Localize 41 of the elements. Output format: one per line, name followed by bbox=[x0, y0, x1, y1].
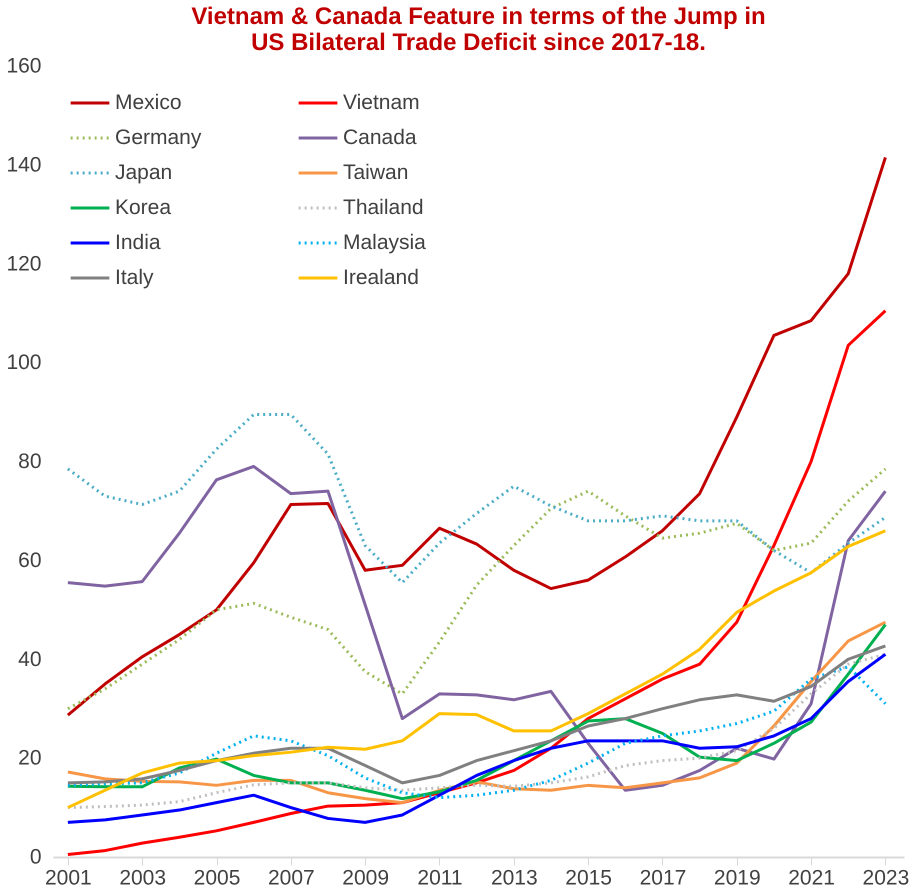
y-tick-label: 140 bbox=[6, 153, 42, 176]
legend-label: Germany bbox=[115, 126, 202, 149]
x-tick-label: 2013 bbox=[490, 866, 538, 890]
x-tick-label: 2003 bbox=[119, 866, 166, 890]
legend-label: Mexico bbox=[115, 91, 182, 114]
x-tick-label: 2023 bbox=[862, 866, 910, 890]
y-tick-label: 100 bbox=[6, 351, 42, 374]
line-series bbox=[66, 529, 887, 810]
x-tick-label: 2009 bbox=[342, 866, 390, 890]
x-tick-label: 2001 bbox=[45, 866, 92, 890]
legend-label: Malaysia bbox=[343, 231, 426, 254]
x-tick-label: 2015 bbox=[565, 866, 612, 890]
x-tick-label: 2007 bbox=[268, 866, 315, 890]
legend-label: Italy bbox=[115, 266, 154, 289]
legend-label: Thailand bbox=[343, 196, 424, 219]
y-tick-label: 0 bbox=[30, 846, 42, 868]
y-tick-label: 40 bbox=[18, 648, 42, 671]
line-series bbox=[66, 467, 887, 710]
x-tick-label: 2017 bbox=[640, 866, 686, 890]
line-series bbox=[66, 464, 887, 792]
x-tick-label: 2011 bbox=[417, 866, 463, 890]
text: US Bilateral Trade Deficit since 2017-18. bbox=[251, 29, 706, 56]
y-tick-label: 20 bbox=[18, 746, 42, 770]
y-tick-label: 80 bbox=[18, 450, 42, 473]
y-tick-label: 60 bbox=[18, 548, 42, 572]
line-series bbox=[66, 644, 887, 784]
legend-label: India bbox=[115, 231, 161, 254]
legend-label: Irealand bbox=[343, 266, 419, 289]
text: Vietnam & Canada Feature in terms of the Jump in bbox=[191, 3, 766, 30]
line-series bbox=[66, 413, 887, 584]
x-tick-label: 2005 bbox=[194, 866, 240, 890]
legend-label: Japan bbox=[115, 161, 172, 184]
legend-label: Korea bbox=[115, 196, 172, 219]
y-tick-label: 160 bbox=[6, 54, 42, 78]
x-tick-label: 2021 bbox=[788, 866, 835, 890]
x-tick-label: 2019 bbox=[714, 866, 761, 890]
legend-label: Canada bbox=[343, 126, 417, 149]
line-series bbox=[66, 156, 887, 717]
legend-label: Taiwan bbox=[343, 161, 408, 184]
legend-label: Vietnam bbox=[343, 91, 420, 114]
y-tick-label: 120 bbox=[6, 252, 42, 276]
